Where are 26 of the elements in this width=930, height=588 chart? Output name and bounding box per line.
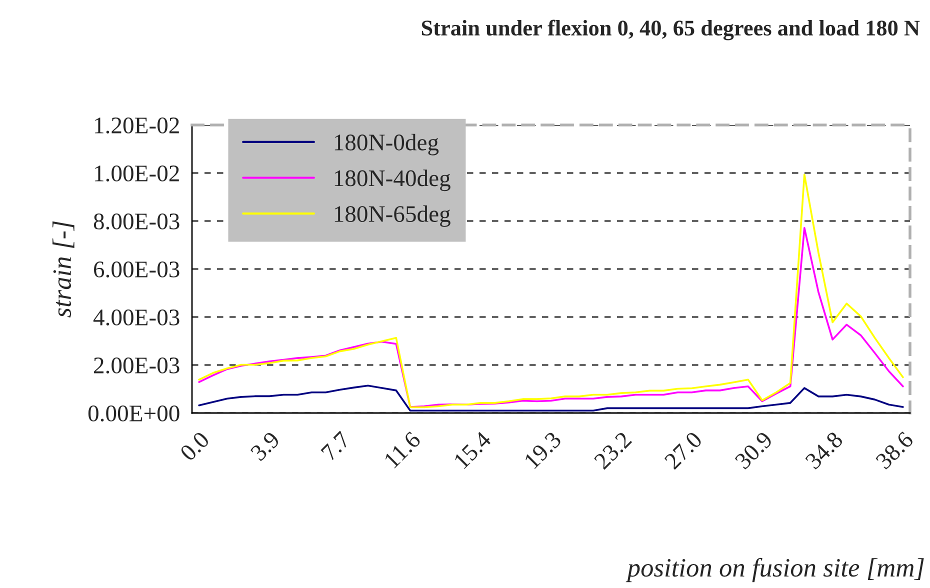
- x-axis-title: position on fusion site [mm]: [626, 558, 924, 582]
- legend-label: 180N-65deg: [334, 205, 450, 227]
- x-tick-label: 30.9: [734, 430, 774, 470]
- x-tick-label: 19.3: [524, 430, 562, 470]
- line-series: [198, 227, 904, 408]
- x-tick-label: 7.7: [320, 430, 352, 462]
- x-tick-label: 23.2: [593, 431, 632, 470]
- y-tick-label: 0.00E+00: [88, 405, 180, 422]
- y-axis-title: strain [-]: [52, 221, 74, 318]
- y-tick-label: 2.00E-03: [94, 357, 180, 374]
- x-tick-label: 15.4: [453, 430, 492, 470]
- x-tick-label: 0.0: [179, 430, 210, 462]
- y-tick-label: 1.00E-02: [95, 165, 179, 182]
- x-tick-label: 34.8: [804, 430, 844, 470]
- y-tick-label: 8.00E-03: [94, 213, 180, 230]
- x-tick-label: 11.6: [384, 430, 422, 469]
- legend-label: 180N-40deg: [334, 170, 450, 192]
- line-series: [198, 384, 904, 412]
- x-tick-label: 27.0: [664, 430, 703, 470]
- x-tick-label: 3.9: [250, 430, 281, 462]
- legend-label: 180N-0deg: [334, 134, 439, 156]
- chart-title: Strain under flexion 0, 40, 65 degrees and load 180 N: [422, 20, 920, 40]
- y-tick-label: 4.00E-03: [93, 309, 180, 326]
- y-tick-label: 1.20E-02: [95, 117, 179, 134]
- y-tick-label: 6.00E-03: [94, 261, 180, 278]
- x-tick-label: 38.6: [875, 430, 914, 470]
